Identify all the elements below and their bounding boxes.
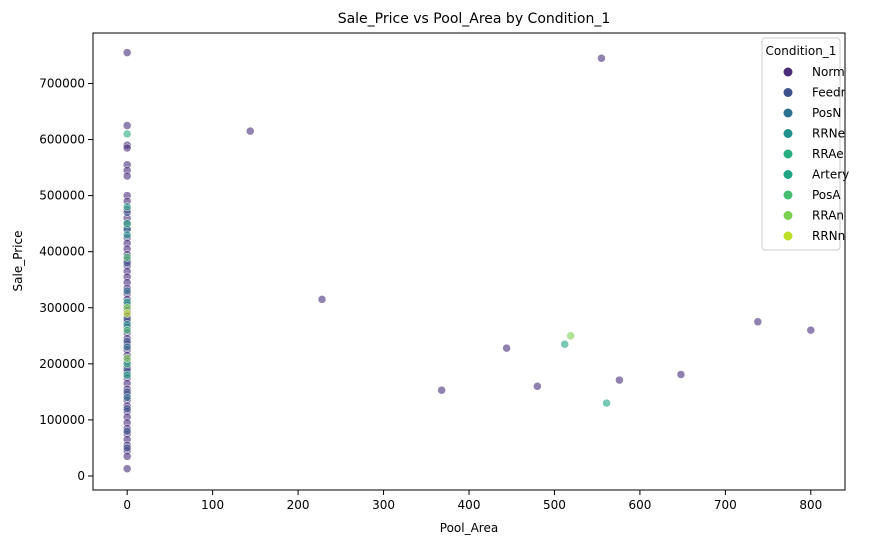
legend-label-rrae: RRAe: [812, 147, 844, 161]
x-tick-label: 600: [628, 498, 651, 512]
legend-label-rran: RRAn: [812, 209, 844, 223]
data-point-norm: [533, 382, 542, 391]
legend-label-artery: Artery: [812, 168, 849, 182]
data-point-norm: [122, 48, 132, 57]
data-point-artery: [560, 339, 569, 349]
legend: Condition_1 Norm Feedr PosN RRNe RRAe Artery P…: [761, 37, 849, 251]
data-point-norm: [122, 171, 132, 181]
data-point-rrne: [122, 230, 132, 240]
legend-marker-artery: [783, 170, 793, 179]
legend-marker-posn: [783, 108, 793, 118]
data-point-norm: [245, 126, 255, 136]
y-axis: 0 100000 200000 300000 400000 500000 600000 700…: [39, 76, 93, 483]
x-tick-label: 100: [201, 498, 224, 512]
scatter-points: [122, 48, 816, 473]
data-point-rran: [566, 331, 575, 341]
data-point-posn: [122, 393, 132, 402]
x-tick-label: 400: [458, 498, 481, 512]
data-point-norm: [122, 464, 132, 473]
chart-title: Sale_Price vs Pool_Area by Condition_1: [338, 11, 611, 27]
legend-marker-feedr: [783, 88, 793, 97]
data-point-posn: [122, 286, 132, 296]
legend-marker-rrne: [783, 129, 793, 138]
data-point-posa: [122, 253, 132, 262]
data-point-norm: [122, 143, 132, 153]
data-point-norm: [806, 325, 816, 335]
data-point-rrae: [122, 129, 132, 139]
data-point-artery: [122, 202, 132, 212]
y-tick-label: 600000: [39, 133, 85, 147]
plot-frame: [92, 32, 846, 491]
data-point-feedr: [122, 443, 132, 453]
legend-label-posa: PosA: [812, 188, 841, 202]
y-tick-label: 400000: [39, 245, 85, 259]
data-point-norm: [437, 385, 446, 395]
x-tick-label: 700: [714, 498, 737, 512]
y-tick-label: 300000: [39, 301, 85, 315]
data-point-norm: [122, 452, 132, 461]
y-tick-label: 700000: [39, 76, 85, 90]
data-point-norm: [502, 343, 511, 353]
legend-box: [761, 37, 841, 251]
legend-label-norm: Norm: [812, 65, 845, 79]
data-point-rrnn: [122, 309, 132, 318]
data-point-posa: [122, 325, 132, 335]
x-tick-label: 300: [372, 498, 395, 512]
x-tick-label: 0: [123, 498, 131, 512]
data-point-artery: [602, 398, 611, 408]
legend-label-rrne: RRNe: [812, 127, 845, 141]
legend-marker-rrae: [783, 149, 793, 159]
data-point-norm: [597, 53, 606, 63]
legend-label-posn: PosN: [812, 106, 841, 120]
data-point-feedr: [122, 426, 132, 436]
data-point-norm: [676, 370, 686, 379]
legend-marker-posa: [783, 190, 793, 200]
legend-label-rrnn: RRNn: [812, 229, 845, 243]
data-point-norm: [753, 317, 763, 327]
x-axis-label: Pool_Area: [440, 521, 498, 535]
legend-marker-norm: [783, 67, 793, 77]
legend-title: Condition_1: [766, 44, 837, 58]
x-tick-label: 800: [799, 498, 822, 512]
data-point-norm: [122, 121, 132, 130]
y-tick-label: 200000: [39, 357, 85, 371]
x-axis: 0 100 200 300 400 500 600 700 800: [123, 490, 822, 512]
y-tick-label: 100000: [39, 413, 85, 427]
data-point-posn: [122, 342, 132, 352]
y-axis-label: Sale_Price: [11, 231, 25, 292]
data-point-artery: [122, 370, 132, 380]
data-point-rrae: [122, 219, 132, 228]
y-tick-label: 0: [77, 469, 85, 483]
legend-marker-rran: [783, 211, 793, 220]
legend-label-feedr: Feedr: [812, 86, 846, 100]
x-tick-label: 500: [543, 498, 566, 512]
data-point-norm: [615, 375, 624, 385]
x-tick-label: 200: [287, 498, 310, 512]
data-point-feedr: [122, 404, 132, 413]
data-point-norm: [317, 295, 327, 304]
data-point-rran: [122, 353, 132, 363]
y-tick-label: 500000: [39, 189, 85, 203]
legend-marker-rrnn: [783, 231, 793, 241]
